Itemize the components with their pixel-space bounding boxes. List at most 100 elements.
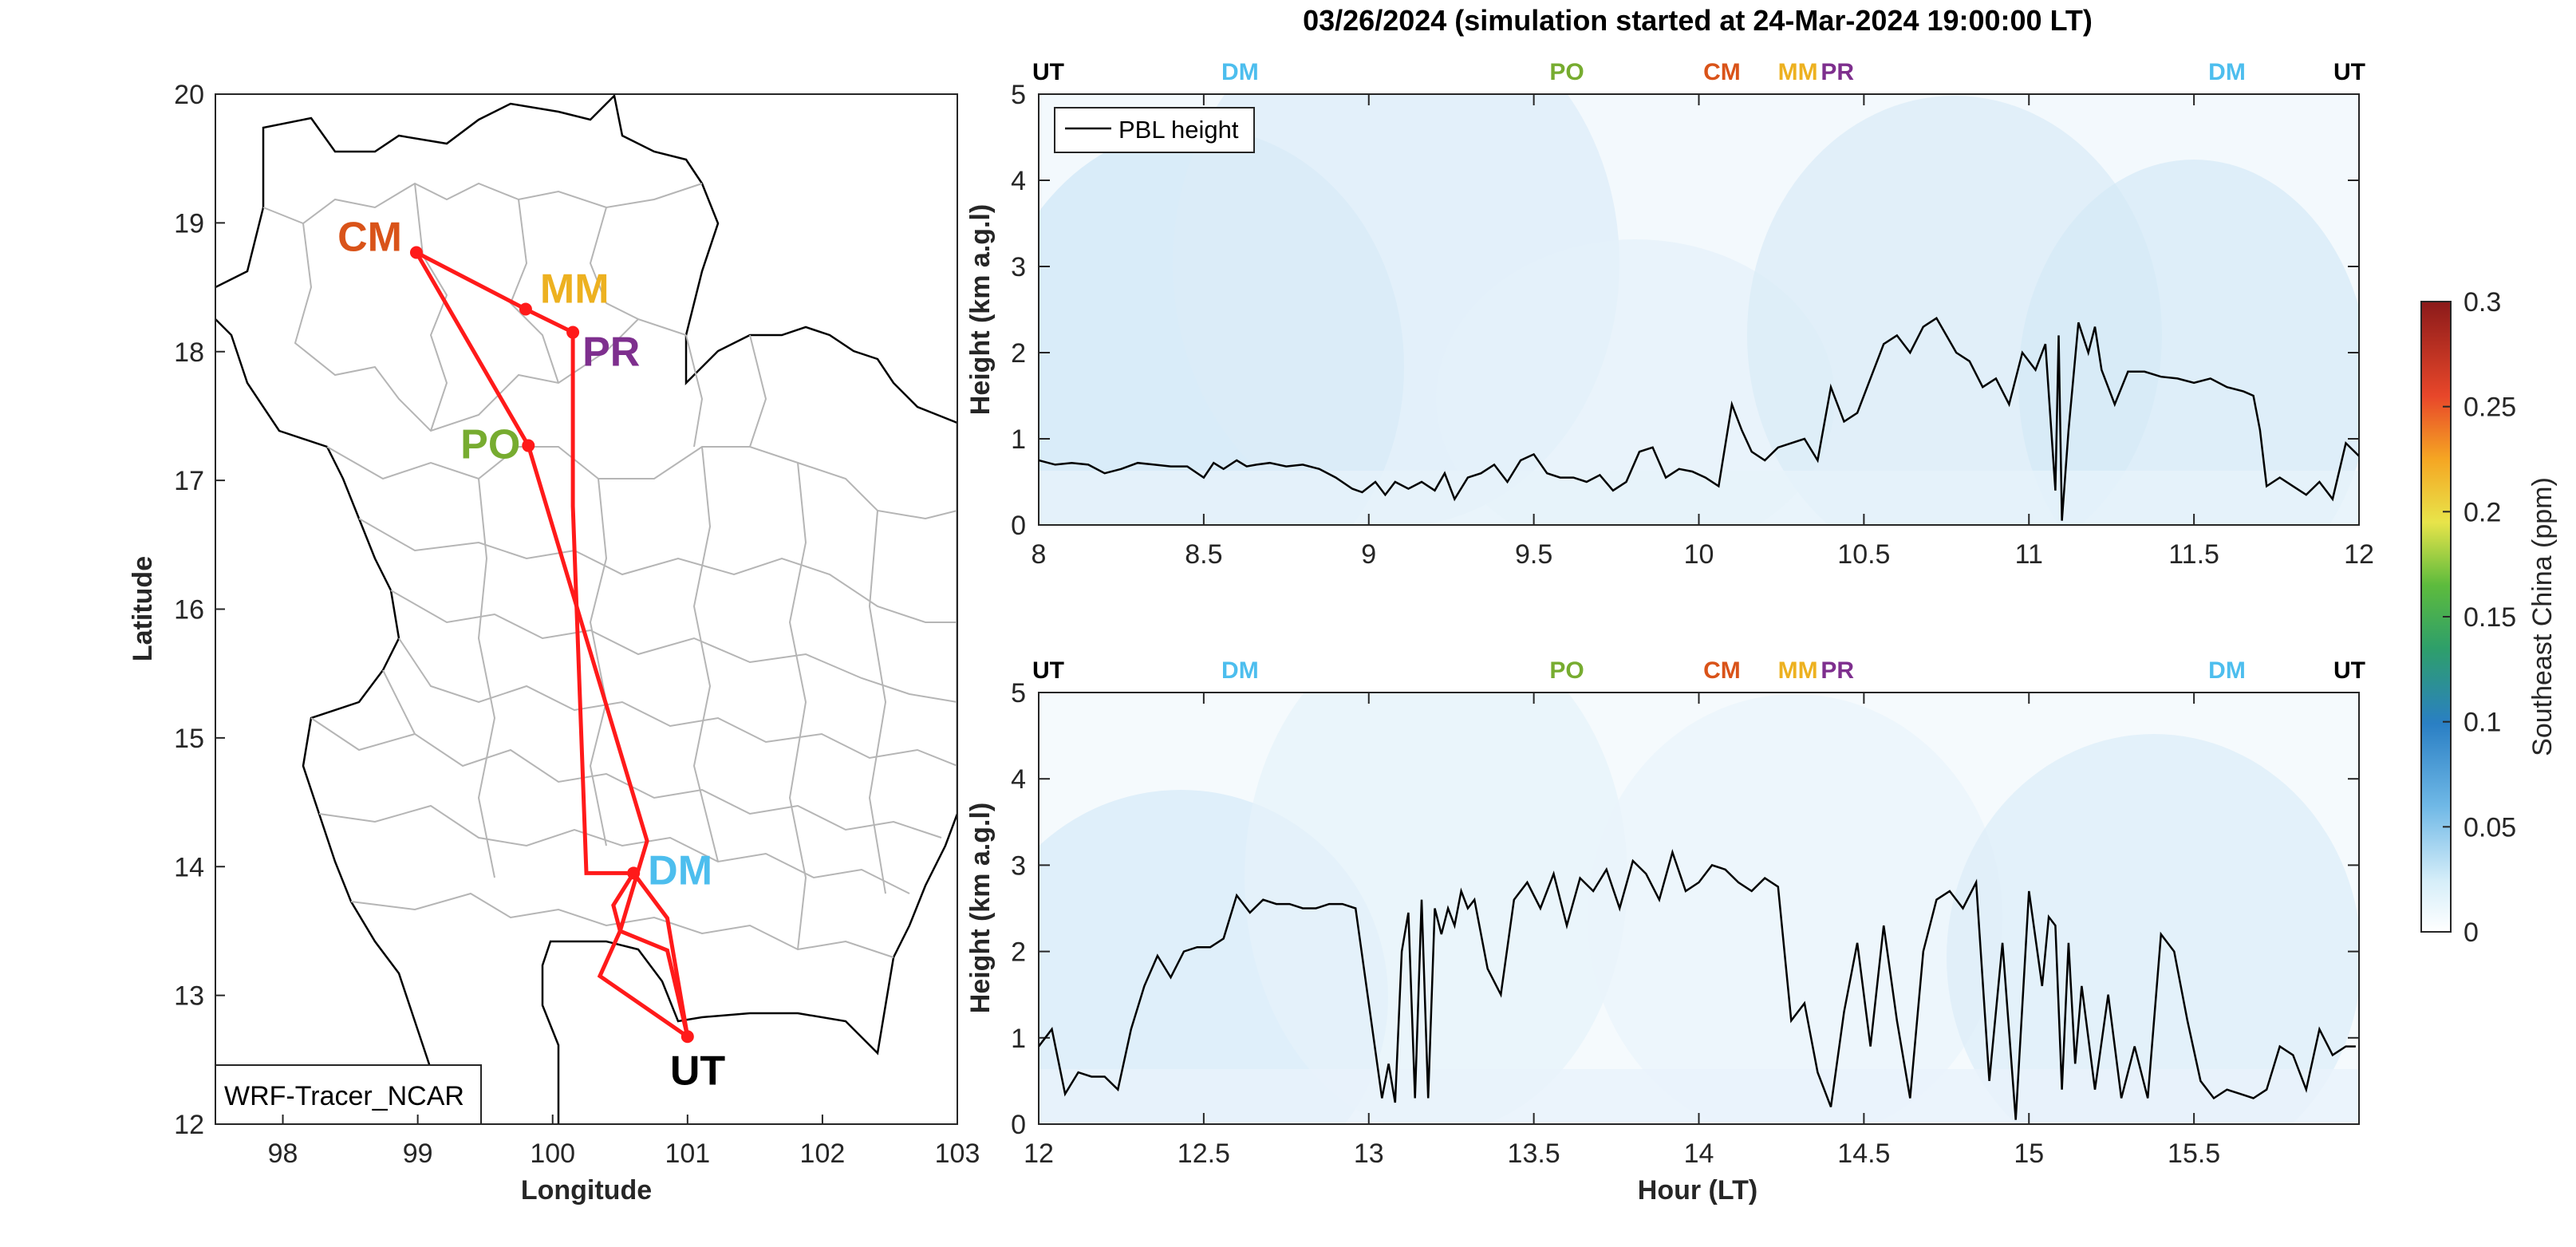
legend-box <box>1054 107 1255 153</box>
colorbar-tick-label: 0.25 <box>2464 393 2516 423</box>
station-tag-dm: DM <box>2208 657 2246 684</box>
map-ytick-label: 19 <box>174 208 204 239</box>
top-ylabel: Height (km a.g.l) <box>965 204 996 415</box>
ytick-label: 1 <box>1011 1024 1026 1054</box>
station-label-mm: MM <box>540 266 609 312</box>
map-ytick-label: 16 <box>174 595 204 625</box>
ytick-label: 3 <box>1011 252 1026 282</box>
country-outline <box>215 94 957 1124</box>
xtick-label: 14 <box>1684 1138 1714 1169</box>
province-lines <box>262 182 957 958</box>
map-ytick-label: 14 <box>174 852 204 882</box>
ytick-label: 2 <box>1011 338 1026 369</box>
station-tag-dm: DM <box>1221 59 1259 85</box>
map-ytick-label: 18 <box>174 337 204 368</box>
station-tag-dm: DM <box>1221 657 1259 684</box>
xtick-label: 15 <box>2014 1138 2044 1169</box>
route-segment <box>414 251 689 1039</box>
xtick-label: 11.5 <box>2168 539 2219 570</box>
station-marker-po <box>522 439 535 452</box>
xtick-label: 10.5 <box>1837 539 1890 570</box>
map-ylabel: Latitude <box>128 556 158 661</box>
route-segment <box>611 871 690 1037</box>
ytick-label: 3 <box>1011 850 1026 881</box>
station-marker-dm <box>627 866 641 880</box>
top-pbl-line <box>1039 317 2359 521</box>
ytick-label: 0 <box>1011 511 1026 541</box>
ytick-label: 0 <box>1011 1110 1026 1140</box>
bottom-panel-shading <box>1039 693 2359 1124</box>
ytick-label: 4 <box>1011 166 1026 196</box>
station-tag-ut: UT <box>1032 657 1064 684</box>
legend-label: PBL height <box>1118 116 1239 144</box>
map-xlabel: Longitude <box>521 1175 652 1206</box>
map-xtick-label: 100 <box>530 1138 575 1169</box>
station-label-pr: PR <box>582 330 640 376</box>
colorbar-tick-label: 0.1 <box>2464 708 2501 738</box>
xtick-label: 15.5 <box>2168 1138 2220 1169</box>
station-tag-ut: UT <box>2333 59 2365 85</box>
map-ytick-label: 13 <box>174 981 204 1012</box>
station-tag-pr: PR <box>1821 59 1854 85</box>
xtick-label: 10 <box>1684 539 1714 570</box>
top-panel-station-labels: UT DM PO CM MM PR DM UT <box>1032 59 2365 85</box>
colorbar: 0 0.05 0.1 0.15 0.2 0.25 0.3 Southeast China (… <box>2420 287 2558 948</box>
figure-title: 03/26/2024 (simulation started at 24-Mar… <box>1303 4 2093 37</box>
model-label-box <box>215 1064 482 1125</box>
station-marker-ut <box>680 1030 694 1044</box>
xtick-label: 8.5 <box>1185 539 1222 570</box>
map-panel: CM MM PR PO DM UT WRF-Tracer_NCAR 98 99 100 101 1… <box>128 80 980 1206</box>
xtick-label: 12 <box>2344 539 2374 570</box>
colorbar-tick-label: 0.05 <box>2464 812 2516 843</box>
station-tag-cm: CM <box>1703 59 1741 85</box>
station-tag-mm: MM <box>1778 59 1818 85</box>
model-label: WRF-Tracer_NCAR <box>224 1081 464 1111</box>
station-marker-pr <box>566 326 580 339</box>
station-marker-cm <box>409 246 423 259</box>
xtick-label: 9 <box>1361 539 1376 570</box>
station-tag-po: PO <box>1549 657 1584 684</box>
xtick-label: 11 <box>2015 539 2043 570</box>
xtick-label: 13.5 <box>1508 1138 1560 1169</box>
colorbar-ticks: 0 0.05 0.1 0.15 0.2 0.25 0.3 <box>2443 287 2516 948</box>
station-marker-mm <box>519 302 532 316</box>
ytick-label: 5 <box>1011 678 1026 708</box>
map-axes-box <box>215 94 957 1124</box>
bottom-panel-station-labels: UT DM PO CM MM PR DM UT <box>1032 657 2365 684</box>
map-xtick-label: 98 <box>268 1138 298 1169</box>
route-segment <box>415 251 690 1037</box>
map-xtick-label: 101 <box>665 1138 710 1169</box>
map-xtick-label: 99 <box>403 1138 433 1169</box>
colorbar-label: Southeast China (ppm) <box>2527 477 2558 756</box>
station-tag-ut: UT <box>2333 657 2365 684</box>
colorbar-tick-label: 0.15 <box>2464 602 2516 633</box>
colorbar-tick-label: 0.2 <box>2464 497 2501 527</box>
bottom-xlabel: Hour (LT) <box>1638 1175 1757 1206</box>
trajectory-route <box>414 251 690 1039</box>
station-tag-dm: DM <box>2208 59 2246 85</box>
station-label-po: PO <box>460 422 520 468</box>
ytick-label: 4 <box>1011 764 1026 795</box>
map-xtick-label: 103 <box>935 1138 980 1169</box>
map-ytick-label: 15 <box>174 724 204 754</box>
colorbar-tick-label: 0 <box>2464 917 2479 948</box>
xtick-label: 12.5 <box>1178 1138 1230 1169</box>
station-tag-cm: CM <box>1703 657 1741 684</box>
map-ytick-label: 20 <box>174 80 204 110</box>
station-label-ut: UT <box>670 1048 726 1094</box>
top-panel-shading <box>1039 94 2359 525</box>
map-boundaries <box>215 94 957 1124</box>
xtick-label: 8 <box>1032 539 1047 570</box>
bottom-ylabel: Height (km a.g.l) <box>965 803 996 1013</box>
ytick-label: 1 <box>1011 424 1026 455</box>
station-tag-ut: UT <box>1032 59 1064 85</box>
station-tag-pr: PR <box>1821 657 1854 684</box>
xtick-label: 14.5 <box>1837 1138 1890 1169</box>
ytick-label: 5 <box>1011 80 1026 110</box>
map-x-ticks: 98 99 100 101 102 103 <box>268 1115 980 1169</box>
station-tag-mm: MM <box>1778 657 1818 684</box>
station-tag-po: PO <box>1549 59 1584 85</box>
